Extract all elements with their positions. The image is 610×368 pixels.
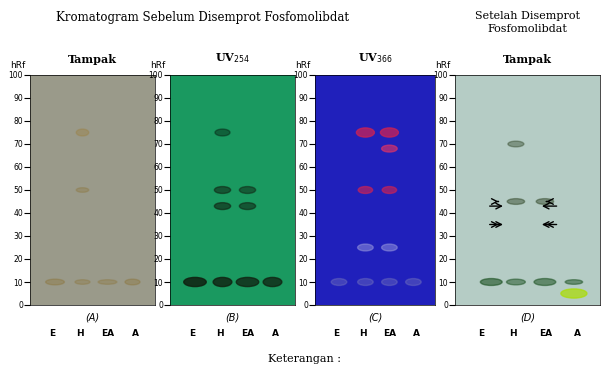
Ellipse shape bbox=[214, 203, 231, 209]
Text: hRf: hRf bbox=[10, 61, 25, 70]
Text: EA: EA bbox=[101, 329, 114, 338]
Ellipse shape bbox=[239, 187, 256, 194]
Ellipse shape bbox=[507, 199, 525, 204]
Text: (C): (C) bbox=[368, 313, 382, 323]
Ellipse shape bbox=[184, 277, 206, 287]
Ellipse shape bbox=[565, 280, 583, 284]
Text: H: H bbox=[216, 329, 224, 338]
Ellipse shape bbox=[46, 279, 65, 285]
Text: E: E bbox=[49, 329, 56, 338]
Ellipse shape bbox=[356, 128, 375, 137]
Text: (D): (D) bbox=[520, 313, 535, 323]
Ellipse shape bbox=[382, 187, 397, 194]
Ellipse shape bbox=[481, 279, 502, 286]
Ellipse shape bbox=[239, 203, 256, 209]
Text: H: H bbox=[359, 329, 367, 338]
Ellipse shape bbox=[76, 188, 88, 192]
Ellipse shape bbox=[506, 279, 525, 285]
Text: Tampak: Tampak bbox=[503, 54, 552, 65]
Ellipse shape bbox=[536, 199, 554, 204]
Text: Setelah Disemprot
Fosfomolibdat: Setelah Disemprot Fosfomolibdat bbox=[475, 11, 580, 34]
Ellipse shape bbox=[382, 145, 397, 152]
Text: hRf: hRf bbox=[149, 61, 165, 70]
Text: hRf: hRf bbox=[435, 61, 450, 70]
Text: E: E bbox=[189, 329, 195, 338]
Text: E: E bbox=[478, 329, 484, 338]
Text: EA: EA bbox=[539, 329, 552, 338]
Ellipse shape bbox=[508, 141, 524, 147]
Text: E: E bbox=[333, 329, 339, 338]
Ellipse shape bbox=[125, 279, 140, 285]
Ellipse shape bbox=[76, 129, 88, 136]
Ellipse shape bbox=[98, 280, 117, 284]
Ellipse shape bbox=[406, 279, 421, 286]
Ellipse shape bbox=[215, 129, 230, 136]
Text: A: A bbox=[132, 329, 139, 338]
Text: UV$_{254}$: UV$_{254}$ bbox=[215, 51, 250, 65]
Text: A: A bbox=[574, 329, 581, 338]
Ellipse shape bbox=[236, 277, 259, 287]
Text: Tampak: Tampak bbox=[68, 54, 117, 65]
Ellipse shape bbox=[382, 244, 397, 251]
Text: H: H bbox=[76, 329, 84, 338]
Ellipse shape bbox=[263, 277, 282, 287]
Text: EA: EA bbox=[383, 329, 396, 338]
Text: A: A bbox=[413, 329, 420, 338]
Ellipse shape bbox=[534, 279, 556, 286]
Text: Keterangan :: Keterangan : bbox=[268, 354, 342, 364]
Ellipse shape bbox=[357, 244, 373, 251]
Text: (A): (A) bbox=[85, 313, 99, 323]
Ellipse shape bbox=[357, 279, 373, 286]
Ellipse shape bbox=[381, 128, 398, 137]
Text: A: A bbox=[272, 329, 279, 338]
Ellipse shape bbox=[331, 279, 347, 286]
Ellipse shape bbox=[213, 277, 232, 287]
Text: UV$_{366}$: UV$_{366}$ bbox=[357, 51, 392, 65]
Ellipse shape bbox=[358, 187, 373, 194]
Text: (B): (B) bbox=[225, 313, 240, 323]
Ellipse shape bbox=[75, 280, 90, 284]
Text: H: H bbox=[509, 329, 517, 338]
Text: EA: EA bbox=[241, 329, 254, 338]
Ellipse shape bbox=[561, 289, 587, 298]
Ellipse shape bbox=[214, 187, 231, 194]
Ellipse shape bbox=[382, 279, 397, 286]
Text: Kromatogram Sebelum Disemprot Fosfomolibdat: Kromatogram Sebelum Disemprot Fosfomolib… bbox=[56, 11, 348, 24]
Text: hRf: hRf bbox=[295, 61, 310, 70]
